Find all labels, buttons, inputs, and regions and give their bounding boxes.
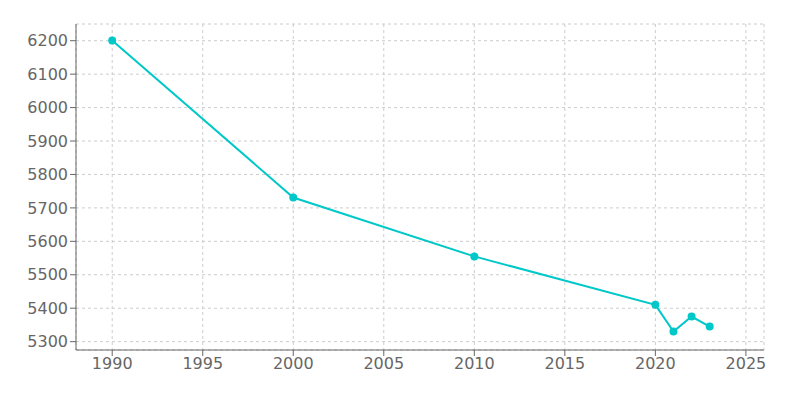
svg-text:2005: 2005 (363, 354, 404, 373)
svg-text:2010: 2010 (454, 354, 495, 373)
svg-text:1995: 1995 (182, 354, 223, 373)
svg-text:6100: 6100 (27, 65, 68, 84)
svg-text:2020: 2020 (635, 354, 676, 373)
svg-text:5800: 5800 (27, 165, 68, 184)
svg-text:1990: 1990 (92, 354, 133, 373)
svg-text:5500: 5500 (27, 265, 68, 284)
svg-text:2015: 2015 (544, 354, 585, 373)
svg-text:5900: 5900 (27, 132, 68, 151)
svg-text:5400: 5400 (27, 299, 68, 318)
svg-text:5300: 5300 (27, 332, 68, 351)
svg-text:5600: 5600 (27, 232, 68, 251)
svg-text:5700: 5700 (27, 199, 68, 218)
svg-text:6200: 6200 (27, 31, 68, 50)
svg-text:2000: 2000 (273, 354, 314, 373)
svg-text:6000: 6000 (27, 98, 68, 117)
svg-text:2025: 2025 (726, 354, 767, 373)
